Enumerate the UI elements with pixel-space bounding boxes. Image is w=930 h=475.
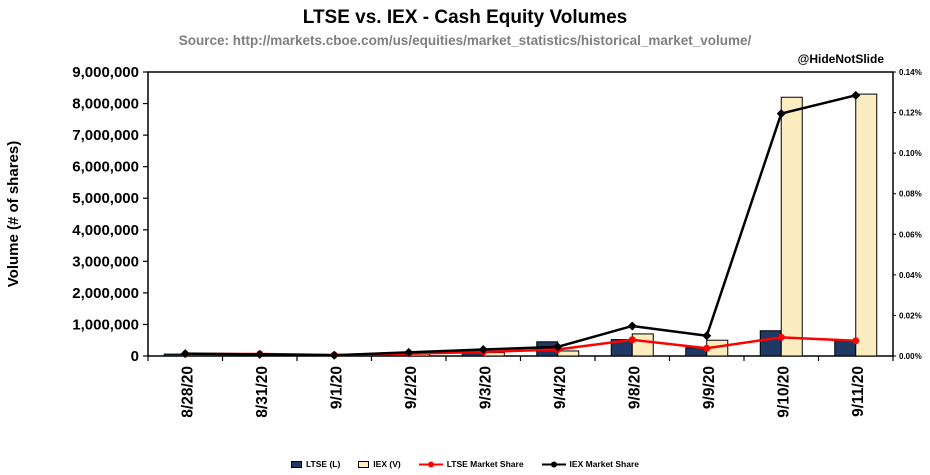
watermark-handle: @HideNotSlide (797, 52, 884, 66)
right-axis-tick-label: 0.04% (899, 271, 922, 280)
legend-label-iex-share: IEX Market Share (569, 459, 639, 469)
legend-item-ltse-share: LTSE Market Share (418, 459, 524, 469)
legend-item-iex-share: IEX Market Share (541, 459, 639, 469)
line-marker-diamond (702, 331, 712, 341)
x-axis-category-label: 9/9/20 (701, 366, 718, 409)
left-axis-tick-label: 6,000,000 (72, 159, 139, 176)
chart-subtitle: Source: http://markets.cboe.com/us/equit… (178, 33, 752, 48)
left-axis-tick-label: 4,000,000 (72, 222, 139, 239)
x-axis-category-label: 8/28/20 (179, 366, 196, 418)
line-series (180, 90, 861, 360)
left-axis-tick-label: 2,000,000 (72, 285, 139, 302)
ltse-share-line-swatch (418, 460, 443, 469)
share-line-1 (185, 94, 857, 357)
legend-item-ltse-volume: LTSE (L) (290, 459, 341, 469)
legend-label-iex-volume: IEX (V) (373, 459, 401, 469)
chart-title: LTSE vs. IEX - Cash Equity Volumes (302, 7, 628, 28)
left-axis-tick-label: 7,000,000 (72, 127, 139, 144)
line-marker-circle (628, 336, 636, 344)
line-marker-circle (777, 333, 785, 341)
chart-legend: LTSE (L) IEX (V) LTSE Market Share IEX M… (0, 459, 930, 469)
bar-iex (780, 96, 803, 357)
ltse-bar-swatch (290, 460, 302, 468)
left-axis-tick-label: 5,000,000 (72, 190, 139, 207)
line-marker-circle (852, 337, 860, 345)
share-line-0 (185, 336, 856, 357)
line-marker-diamond (478, 345, 488, 355)
left-axis-tick-label: 9,000,000 (72, 64, 139, 81)
line-marker-diamond (776, 109, 786, 119)
right-axis-tick-label: 0.00% (899, 352, 922, 361)
legend-item-iex-volume: IEX (V) (358, 459, 401, 469)
bar-iex (631, 333, 654, 357)
iex-share-line-swatch (541, 460, 566, 469)
legend-label-ltse-share: LTSE Market Share (446, 459, 524, 469)
iex-bar-swatch (358, 460, 370, 468)
bar-iex (855, 93, 878, 357)
x-axis-category-label: 9/4/20 (552, 366, 569, 409)
right-axis-tick-label: 0.12% (899, 109, 922, 118)
right-axis-tick-label: 0.06% (899, 230, 922, 239)
left-axis-tick-label: 8,000,000 (72, 96, 139, 113)
right-axis-tick-label: 0.10% (899, 149, 922, 158)
bar-iex (557, 350, 580, 357)
left-axis-tick-label: 3,000,000 (72, 253, 139, 270)
line-marker-diamond (851, 90, 861, 100)
x-axis-category-label: 8/31/20 (254, 366, 271, 418)
x-axis-category-label: 9/1/20 (328, 366, 345, 409)
line-marker-diamond (553, 342, 563, 352)
line-marker-diamond (627, 321, 637, 331)
bar-ltse (834, 340, 857, 357)
x-axis-category-label: 9/8/20 (626, 366, 643, 409)
line-marker-circle (703, 344, 711, 352)
legend-label-ltse-volume: LTSE (L) (305, 459, 341, 469)
left-axis-tick-label: 1,000,000 (72, 316, 139, 333)
line-marker-diamond (404, 347, 414, 357)
axes: 0 1,000,000 2,000,000 3,000,000 4,000,000 5,0… (5, 64, 922, 418)
line-marker-diamond (180, 349, 190, 359)
line-marker-diamond (255, 349, 265, 359)
line-marker-diamond (329, 350, 339, 360)
bar-ltse (759, 330, 782, 357)
x-axis-category-label: 9/10/20 (775, 366, 792, 418)
right-axis-tick-label: 0.08% (899, 190, 922, 199)
x-axis-category-label: 9/11/20 (850, 366, 867, 417)
x-axis-category-label: 9/3/20 (477, 366, 494, 409)
bar-series (163, 93, 878, 357)
left-axis-title: Volume (# of shares) (5, 141, 22, 287)
left-axis-tick-label: 0 (131, 348, 139, 365)
right-axis-tick-label: 0.14% (899, 68, 922, 77)
right-axis-tick-label: 0.02% (899, 311, 922, 320)
x-axis-category-label: 9/2/20 (403, 366, 420, 409)
